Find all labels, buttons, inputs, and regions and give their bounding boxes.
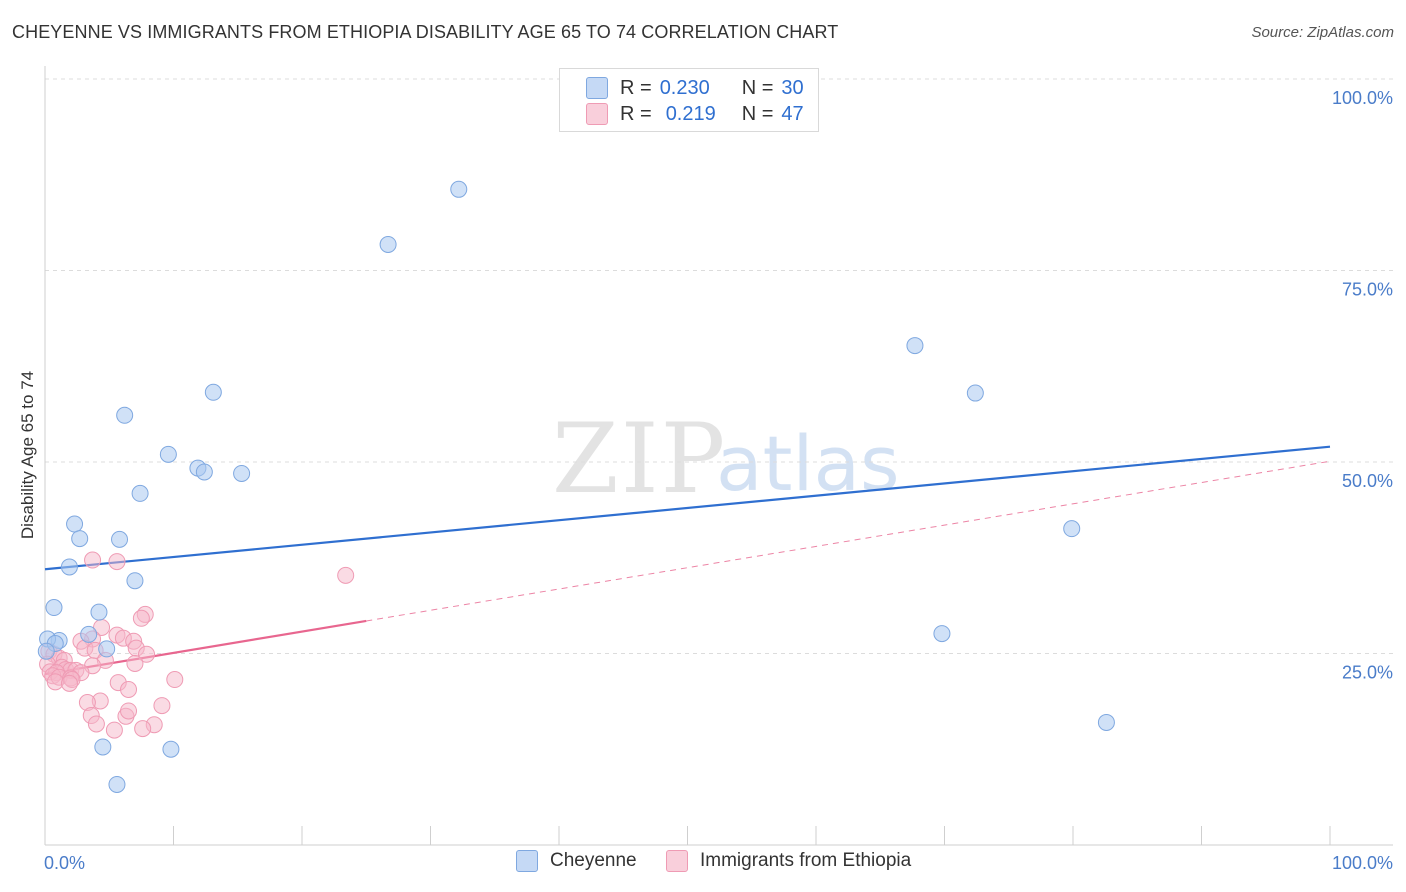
cheyenne-point xyxy=(80,625,98,643)
ethiopia-trend-extension xyxy=(366,460,1331,622)
cheyenne-point xyxy=(111,530,129,548)
bottom-legend-label: Immigrants from Ethiopia xyxy=(700,850,912,871)
watermark-atlas: atlas xyxy=(716,419,900,508)
cheyenne-point xyxy=(60,558,78,576)
legend-r-label: R = xyxy=(620,102,652,125)
legend-row-ethiopia: R = 0.219 N = 47 xyxy=(586,101,804,127)
bottom-legend-ethiopia: Immigrants from Ethiopia xyxy=(666,850,911,872)
legend-row-cheyenne: R = 0.230 N = 30 xyxy=(586,75,804,101)
ethiopia-point xyxy=(153,697,171,715)
cheyenne-trend-line xyxy=(44,445,1331,571)
bottom-legend-label: Cheyenne xyxy=(550,850,637,871)
cheyenne-point xyxy=(108,775,126,793)
cheyenne-point xyxy=(906,337,924,355)
ethiopia-point xyxy=(105,721,123,739)
cheyenne-point xyxy=(37,642,55,660)
legend-n-value: 30 xyxy=(781,76,804,99)
ethiopia-point xyxy=(132,609,150,627)
cheyenne-point xyxy=(90,603,108,621)
ethiopia-point xyxy=(166,671,184,689)
ethiopia-point xyxy=(120,702,138,720)
legend-n-label: N = xyxy=(741,76,774,99)
legend-swatch-ethiopia xyxy=(586,103,608,125)
cheyenne-point xyxy=(71,530,89,548)
cheyenne-point xyxy=(1063,520,1081,538)
cheyenne-point xyxy=(45,599,63,617)
legend-r-label: R = xyxy=(620,76,652,99)
ethiopia-point xyxy=(337,566,355,584)
ethiopia-point xyxy=(60,674,78,692)
cheyenne-point xyxy=(379,235,397,253)
axes xyxy=(44,66,1393,846)
tick-labels: 100.0% 75.0% 50.0% 25.0% 0.0% 100.0% xyxy=(44,88,1393,873)
legend-n-value: 47 xyxy=(781,102,804,125)
bottom-swatch-cheyenne xyxy=(516,850,538,872)
source-label: Source: ZipAtlas.com xyxy=(1251,24,1394,41)
legend-swatch-cheyenne xyxy=(586,77,608,99)
cheyenne-point xyxy=(933,625,951,643)
y-tick-label: 100.0% xyxy=(1332,88,1393,108)
ethiopia-point xyxy=(120,681,138,699)
cheyenne-point xyxy=(98,640,116,658)
cheyenne-point xyxy=(159,445,177,463)
x-tick-label: 0.0% xyxy=(44,853,85,873)
watermark-zip: ZIP xyxy=(552,403,727,515)
y-axis-label: Disability Age 65 to 74 xyxy=(18,371,37,539)
cheyenne-point xyxy=(66,515,84,533)
ethiopia-point xyxy=(46,673,64,691)
ethiopia-point xyxy=(134,720,152,738)
ethiopia-point xyxy=(126,654,144,672)
cheyenne-point xyxy=(233,464,251,482)
cheyenne-point xyxy=(131,484,149,502)
legend-r-value: 0.219 xyxy=(665,102,716,125)
bottom-legend-cheyenne: Cheyenne xyxy=(516,850,637,872)
ethiopia-point xyxy=(138,645,156,663)
bottom-swatch-ethiopia xyxy=(666,850,688,872)
data-points xyxy=(37,180,1115,793)
watermark: ZIP atlas xyxy=(552,403,900,515)
y-tick-label: 75.0% xyxy=(1342,280,1393,300)
cheyenne-point xyxy=(162,740,180,758)
chart-title: CHEYENNE VS IMMIGRANTS FROM ETHIOPIA DIS… xyxy=(12,22,839,42)
ethiopia-point xyxy=(84,551,102,569)
cheyenne-point xyxy=(126,572,144,590)
cheyenne-point xyxy=(204,383,222,401)
cheyenne-point xyxy=(1097,713,1115,731)
cheyenne-point xyxy=(195,463,213,481)
cheyenne-point xyxy=(116,406,134,424)
y-tick-label: 25.0% xyxy=(1342,663,1393,683)
gridlines xyxy=(45,78,1393,654)
y-tick-label: 50.0% xyxy=(1342,471,1393,491)
ethiopia-point xyxy=(108,553,126,571)
legend-n-label: N = xyxy=(741,102,774,125)
ethiopia-point xyxy=(87,715,105,733)
stats-legend: R = 0.230 N = 30 R = 0.219 N = 47 xyxy=(559,68,819,132)
cheyenne-point xyxy=(450,180,468,198)
cheyenne-point xyxy=(966,384,984,402)
legend-r-value: 0.230 xyxy=(659,76,710,99)
x-tick-label: 100.0% xyxy=(1332,853,1393,873)
cheyenne-point xyxy=(94,738,112,756)
